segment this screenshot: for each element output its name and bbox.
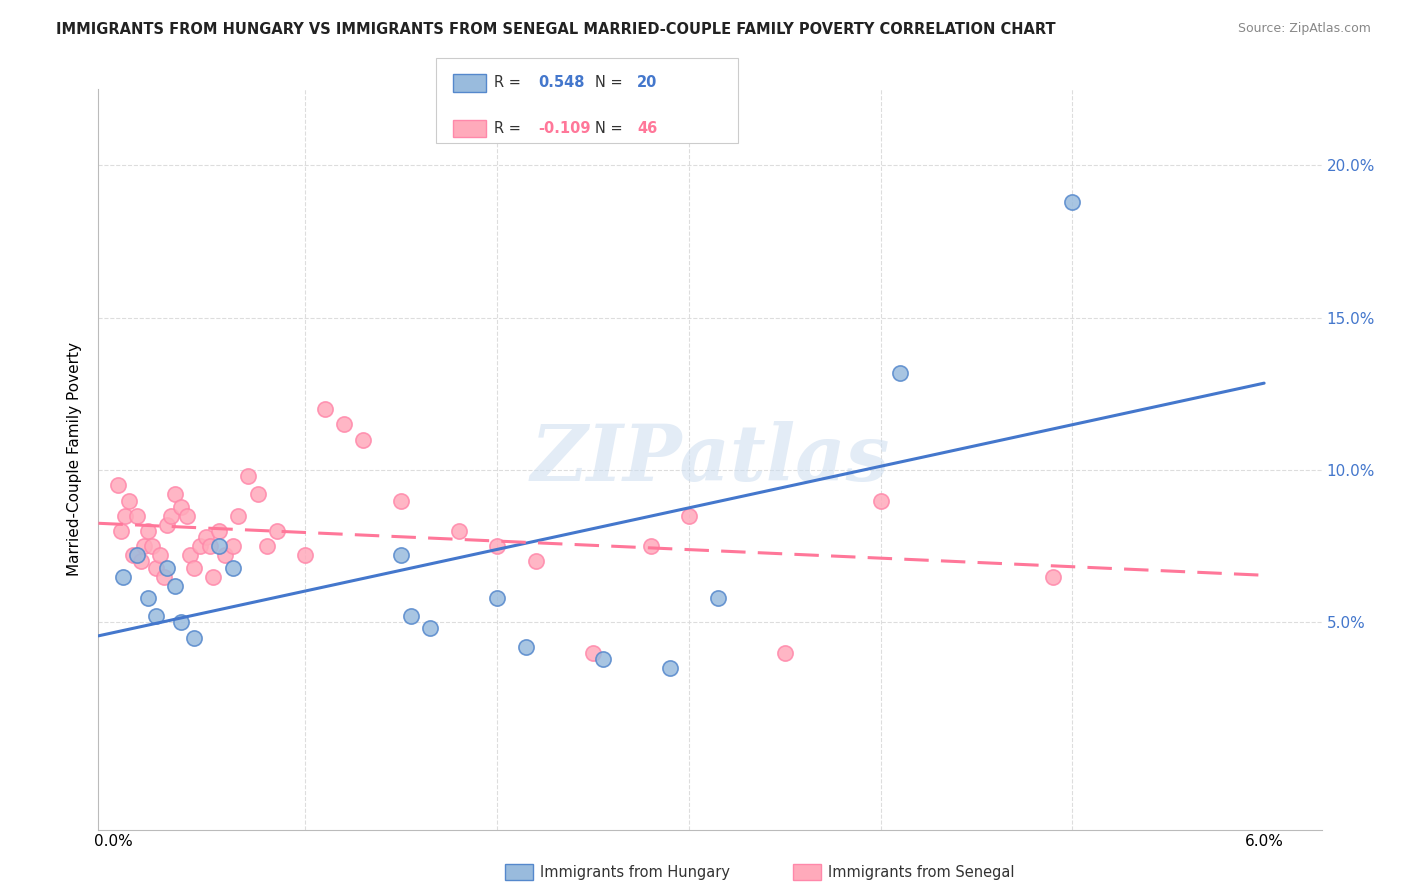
Point bbox=[134, 539, 156, 553]
Point bbox=[156, 560, 179, 574]
Point bbox=[183, 631, 205, 645]
Point bbox=[208, 524, 231, 538]
Point bbox=[165, 579, 187, 593]
Text: N =: N = bbox=[595, 76, 623, 90]
Point bbox=[179, 549, 201, 563]
Point bbox=[236, 469, 259, 483]
Point bbox=[294, 549, 316, 563]
Text: IMMIGRANTS FROM HUNGARY VS IMMIGRANTS FROM SENEGAL MARRIED-COUPLE FAMILY POVERTY: IMMIGRANTS FROM HUNGARY VS IMMIGRANTS FR… bbox=[56, 22, 1056, 37]
Point bbox=[678, 508, 700, 523]
Point bbox=[170, 615, 193, 630]
Point bbox=[352, 433, 374, 447]
Text: ZIPatlas: ZIPatlas bbox=[530, 421, 890, 498]
Point bbox=[170, 500, 193, 514]
Point bbox=[515, 640, 537, 654]
Point bbox=[266, 524, 288, 538]
Point bbox=[125, 549, 148, 563]
Point bbox=[1062, 194, 1084, 209]
Point bbox=[188, 539, 211, 553]
Point bbox=[145, 609, 167, 624]
Point bbox=[176, 508, 198, 523]
Point bbox=[486, 539, 509, 553]
Point bbox=[208, 539, 231, 553]
Point bbox=[447, 524, 470, 538]
Point bbox=[141, 539, 163, 553]
Point bbox=[333, 417, 356, 432]
Point bbox=[129, 554, 152, 568]
Point bbox=[640, 539, 662, 553]
Point bbox=[149, 549, 172, 563]
Point bbox=[136, 591, 159, 605]
Point bbox=[706, 591, 728, 605]
Point bbox=[592, 652, 614, 666]
Point bbox=[122, 549, 145, 563]
Point bbox=[214, 549, 236, 563]
Point bbox=[486, 591, 509, 605]
Point bbox=[389, 549, 412, 563]
Point bbox=[110, 524, 132, 538]
Point bbox=[112, 570, 135, 584]
Point bbox=[582, 646, 605, 660]
Point bbox=[198, 539, 221, 553]
Point bbox=[221, 560, 243, 574]
Text: 20: 20 bbox=[637, 76, 657, 90]
Point bbox=[118, 493, 141, 508]
Point bbox=[314, 402, 336, 417]
Text: Source: ZipAtlas.com: Source: ZipAtlas.com bbox=[1237, 22, 1371, 36]
Point bbox=[156, 517, 179, 532]
Point bbox=[114, 508, 136, 523]
Text: -0.109: -0.109 bbox=[538, 121, 591, 136]
Point bbox=[221, 539, 243, 553]
Point bbox=[658, 661, 681, 675]
Point bbox=[152, 570, 174, 584]
Text: R =: R = bbox=[494, 76, 520, 90]
Text: Immigrants from Senegal: Immigrants from Senegal bbox=[828, 865, 1015, 880]
Point bbox=[145, 560, 167, 574]
Point bbox=[1042, 570, 1064, 584]
Point bbox=[524, 554, 547, 568]
Point bbox=[228, 508, 250, 523]
Point bbox=[889, 366, 911, 380]
Point bbox=[246, 487, 269, 501]
Point bbox=[125, 508, 148, 523]
Text: R =: R = bbox=[494, 121, 520, 136]
Point bbox=[136, 524, 159, 538]
Point bbox=[160, 508, 183, 523]
Point bbox=[183, 560, 205, 574]
Point bbox=[869, 493, 891, 508]
Point bbox=[399, 609, 422, 624]
Text: N =: N = bbox=[595, 121, 623, 136]
Point bbox=[107, 478, 129, 492]
Point bbox=[202, 570, 225, 584]
Text: 46: 46 bbox=[637, 121, 657, 136]
Point bbox=[773, 646, 796, 660]
Point bbox=[389, 493, 412, 508]
Point bbox=[419, 622, 441, 636]
Point bbox=[194, 530, 217, 544]
Text: 0.548: 0.548 bbox=[538, 76, 585, 90]
Point bbox=[256, 539, 278, 553]
Y-axis label: Married-Couple Family Poverty: Married-Couple Family Poverty bbox=[67, 343, 83, 576]
Text: Immigrants from Hungary: Immigrants from Hungary bbox=[540, 865, 730, 880]
Point bbox=[165, 487, 187, 501]
